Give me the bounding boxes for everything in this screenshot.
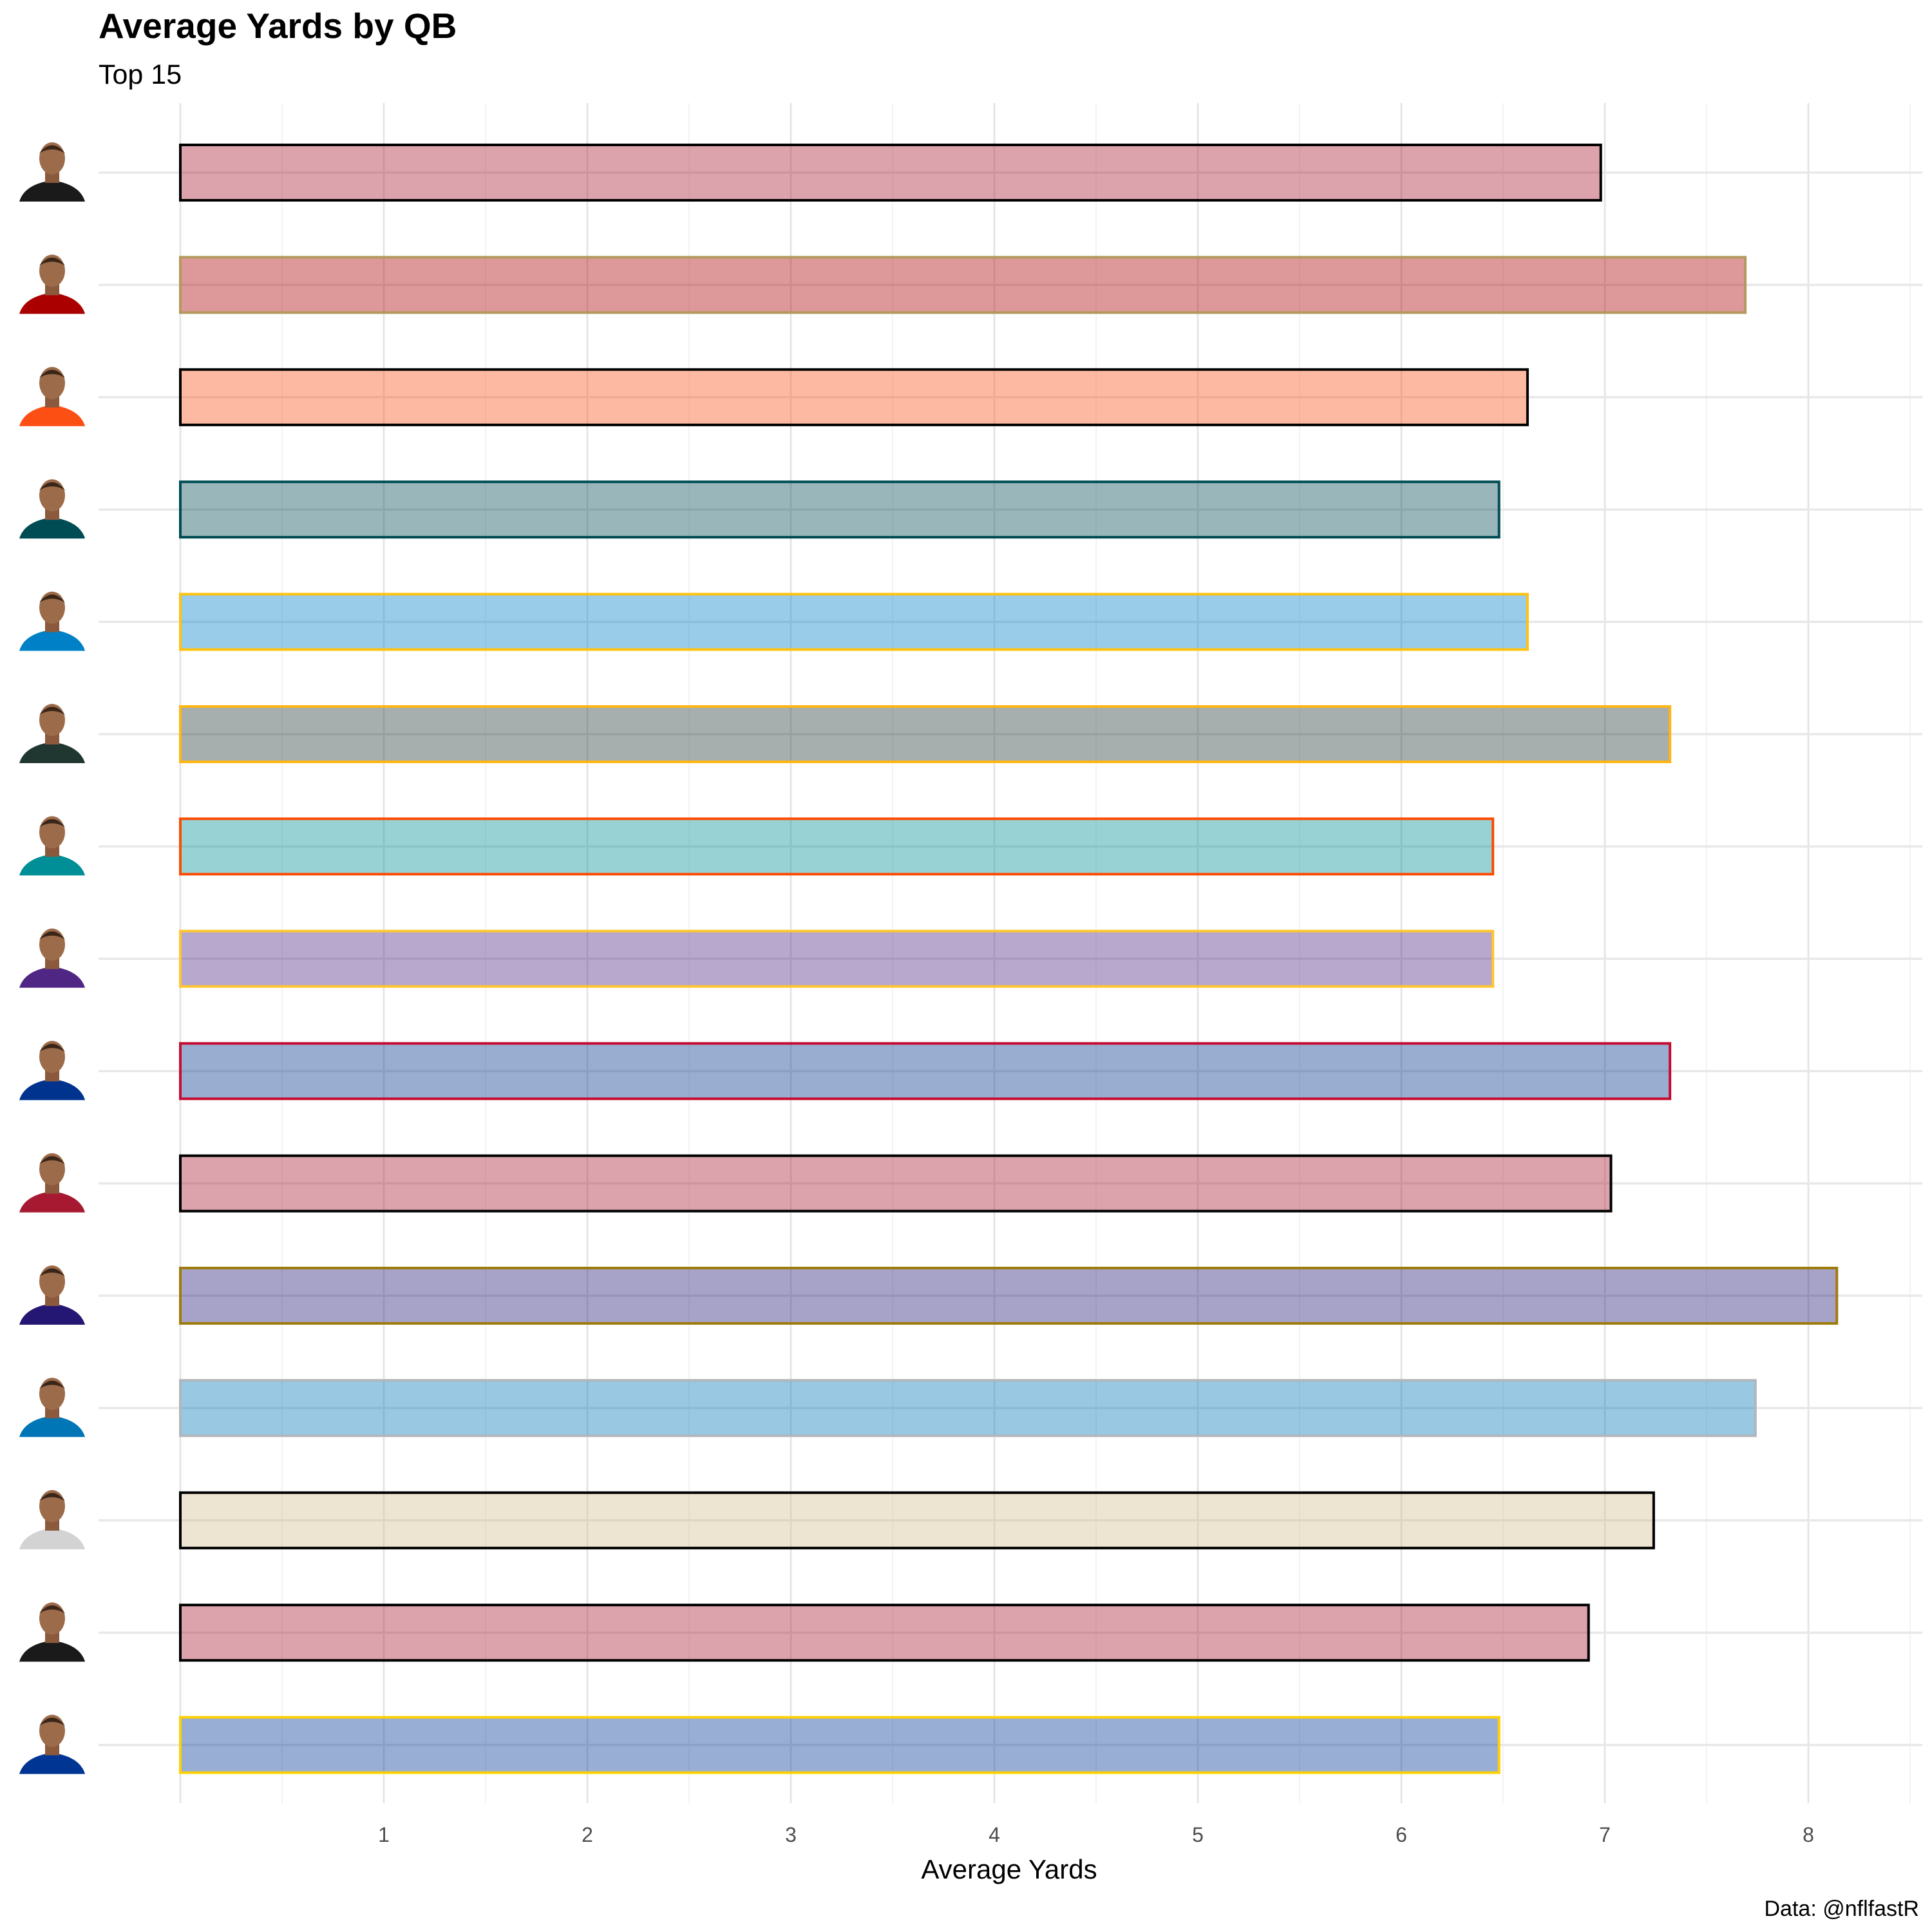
bar bbox=[179, 592, 1529, 651]
jersey-shape bbox=[19, 292, 85, 314]
hair-shape bbox=[39, 1156, 65, 1164]
jersey-shape bbox=[19, 1416, 85, 1437]
player-headshot bbox=[19, 1490, 85, 1549]
player-headshots bbox=[19, 142, 85, 1774]
chart-title: Average Yards by QB bbox=[99, 6, 457, 46]
bar bbox=[179, 929, 1495, 988]
bar bbox=[179, 480, 1501, 539]
player-headshot bbox=[19, 479, 85, 539]
hair-shape bbox=[39, 1493, 65, 1501]
player-headshot bbox=[19, 704, 85, 763]
bar bbox=[179, 1154, 1613, 1213]
jersey-shape bbox=[19, 1752, 85, 1774]
hair-shape bbox=[39, 594, 65, 603]
x-tick-label: 2 bbox=[582, 1823, 593, 1846]
bar bbox=[179, 1042, 1672, 1101]
jersey-shape bbox=[19, 1079, 85, 1101]
player-headshot bbox=[19, 1602, 85, 1662]
bar bbox=[179, 1267, 1839, 1325]
bar bbox=[179, 817, 1495, 876]
hair-shape bbox=[39, 1380, 65, 1389]
bar bbox=[179, 368, 1529, 426]
jersey-shape bbox=[19, 1528, 85, 1549]
bar bbox=[179, 256, 1747, 314]
hair-shape bbox=[39, 1718, 65, 1726]
x-axis-ticks: 1 2 3 4 5 6 7 8 bbox=[378, 1823, 1814, 1846]
player-headshot bbox=[19, 591, 85, 651]
player-headshot bbox=[19, 1041, 85, 1101]
bar bbox=[179, 1716, 1501, 1774]
hair-shape bbox=[39, 706, 65, 715]
bar bbox=[179, 144, 1602, 202]
bar bbox=[179, 1379, 1757, 1437]
hair-shape bbox=[39, 1605, 65, 1614]
player-headshot bbox=[19, 254, 85, 314]
chart-caption: Data: @nflfastR bbox=[1765, 1897, 1920, 1921]
hair-shape bbox=[39, 257, 65, 266]
hair-shape bbox=[39, 1043, 65, 1052]
bar bbox=[179, 705, 1672, 763]
x-tick-label: 6 bbox=[1396, 1823, 1407, 1846]
grid bbox=[99, 103, 1922, 1803]
x-tick-label: 7 bbox=[1599, 1823, 1611, 1846]
player-headshot bbox=[19, 1153, 85, 1213]
jersey-shape bbox=[19, 854, 85, 876]
bar bbox=[179, 1491, 1655, 1549]
jersey-shape bbox=[19, 517, 85, 539]
jersey-shape bbox=[19, 1191, 85, 1213]
jersey-shape bbox=[19, 629, 85, 651]
bar bbox=[179, 1604, 1590, 1662]
hair-shape bbox=[39, 370, 65, 378]
x-tick-label: 1 bbox=[378, 1823, 390, 1846]
jersey-shape bbox=[19, 1640, 85, 1662]
x-tick-label: 4 bbox=[989, 1823, 1000, 1846]
x-tick-label: 5 bbox=[1192, 1823, 1204, 1846]
player-headshot bbox=[19, 816, 85, 876]
chart-subtitle: Top 15 bbox=[99, 59, 182, 90]
player-headshot bbox=[19, 1714, 85, 1774]
hair-shape bbox=[39, 819, 65, 828]
jersey-shape bbox=[19, 742, 85, 763]
hair-shape bbox=[39, 931, 65, 940]
player-headshot bbox=[19, 142, 85, 202]
x-axis-title: Average Yards bbox=[921, 1854, 1097, 1884]
player-headshot bbox=[19, 366, 85, 426]
hair-shape bbox=[39, 145, 65, 153]
jersey-shape bbox=[19, 404, 85, 426]
hair-shape bbox=[39, 1268, 65, 1276]
player-headshot bbox=[19, 1265, 85, 1325]
player-headshot bbox=[19, 1378, 85, 1437]
jersey-shape bbox=[19, 966, 85, 988]
jersey-shape bbox=[19, 1303, 85, 1325]
player-headshot bbox=[19, 928, 85, 988]
jersey-shape bbox=[19, 180, 85, 202]
x-tick-label: 3 bbox=[785, 1823, 797, 1846]
x-tick-label: 8 bbox=[1803, 1823, 1814, 1846]
hair-shape bbox=[39, 482, 65, 491]
bars bbox=[179, 144, 1839, 1774]
